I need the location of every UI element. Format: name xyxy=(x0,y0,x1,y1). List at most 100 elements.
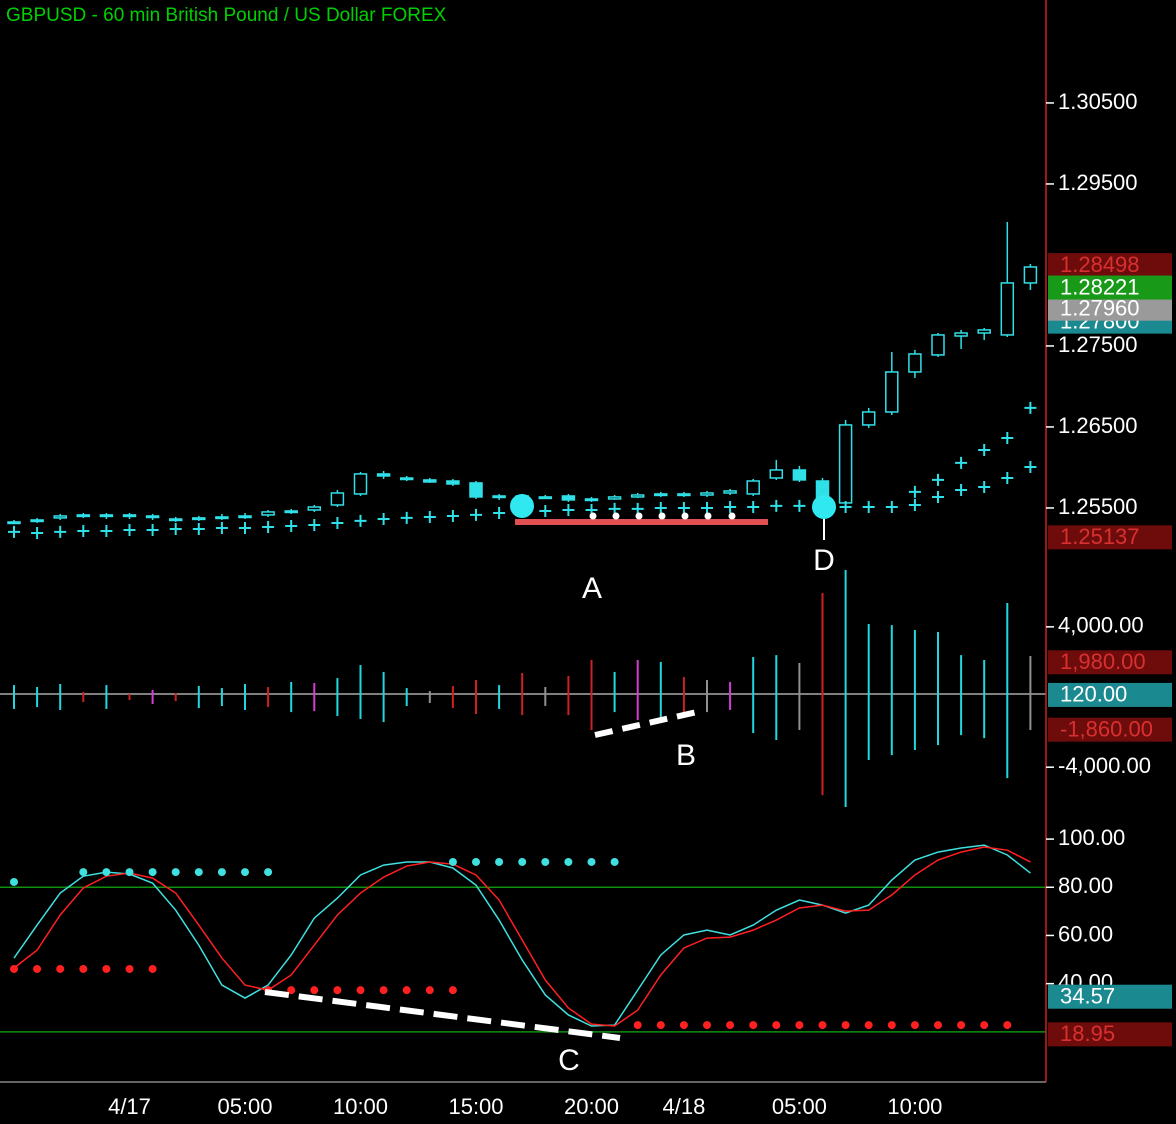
candle-body xyxy=(284,510,298,514)
level-dot xyxy=(887,1021,896,1030)
level-dot xyxy=(610,857,619,866)
candle-body xyxy=(99,514,114,518)
candle-body xyxy=(261,511,275,516)
y-tick-label: 60.00 xyxy=(1058,921,1113,946)
candle-body xyxy=(423,479,437,483)
x-tick-label: 10:00 xyxy=(887,1094,942,1119)
band-marker xyxy=(31,526,44,539)
level-dot xyxy=(79,964,88,973)
level-dot xyxy=(564,857,573,866)
band-marker xyxy=(470,508,482,521)
band-marker xyxy=(400,511,413,524)
x-tick-label: 4/18 xyxy=(662,1094,705,1119)
candle-body xyxy=(1000,282,1015,336)
level-dot xyxy=(587,857,596,866)
band-marker xyxy=(423,510,436,523)
candle-body xyxy=(885,371,899,413)
candle-body xyxy=(353,473,368,495)
candle-body xyxy=(7,521,21,525)
y-tick-label: -4,000.00 xyxy=(1058,753,1151,778)
price-marker-label: 1.25137 xyxy=(1060,524,1140,549)
candle-body xyxy=(769,469,784,479)
price-marker-label: 1.27960 xyxy=(1060,296,1140,321)
price-marker xyxy=(1048,682,1172,707)
price-marker xyxy=(1048,984,1172,1009)
level-dot xyxy=(125,868,134,877)
band-marker xyxy=(908,485,921,498)
level-dot xyxy=(679,1021,688,1030)
price-marker xyxy=(1048,253,1172,278)
candle-body xyxy=(215,516,229,520)
level-dot xyxy=(79,868,88,877)
level-dot xyxy=(749,1021,758,1030)
level-dot xyxy=(957,1021,966,1030)
candle-body xyxy=(1023,266,1038,284)
level-dot xyxy=(656,1021,665,1030)
band-marker xyxy=(793,499,806,512)
price-marker-label: 1.28498 xyxy=(1060,252,1140,277)
band-marker xyxy=(1001,471,1014,484)
y-tick-label: 4,000.00 xyxy=(1058,613,1144,638)
band-marker xyxy=(239,521,251,534)
y-tick-label: 1.27500 xyxy=(1058,332,1138,357)
level-dot xyxy=(194,868,203,877)
x-tick-label: 15:00 xyxy=(448,1094,503,1119)
candle-body xyxy=(677,493,691,497)
signal-circle xyxy=(510,494,534,518)
axis-labels: 1.305001.295001.275001.265001.255001.278… xyxy=(108,89,1172,1119)
level-dot xyxy=(1003,1021,1012,1030)
band-marker xyxy=(677,501,690,514)
band-marker xyxy=(885,500,898,513)
level-dot xyxy=(472,857,480,866)
candle-body xyxy=(307,506,322,511)
price-marker xyxy=(1048,717,1172,742)
candle-body xyxy=(330,492,345,506)
level-dot xyxy=(402,986,411,995)
band-marker xyxy=(54,525,67,538)
candle-body xyxy=(931,334,945,356)
y-tick-label: 80.00 xyxy=(1058,873,1113,898)
level-dot xyxy=(448,857,457,866)
level-dot xyxy=(448,986,457,995)
band-marker xyxy=(169,522,182,535)
band-marker xyxy=(331,516,344,529)
candle-body xyxy=(446,480,460,485)
band-marker xyxy=(146,523,159,536)
x-tick-label: 20:00 xyxy=(564,1094,619,1119)
band-marker xyxy=(654,501,667,514)
price-marker xyxy=(1048,1022,1172,1047)
annotation: C xyxy=(558,1044,580,1077)
annotation: D xyxy=(813,544,835,577)
band-marker xyxy=(978,443,991,456)
level-dot xyxy=(33,964,42,973)
band-marker xyxy=(262,520,275,533)
signal-dots xyxy=(589,512,736,520)
level-dot xyxy=(726,1021,735,1030)
band-marker xyxy=(955,456,968,469)
candle-body xyxy=(861,411,876,426)
candle-body xyxy=(53,515,67,519)
band-marker xyxy=(539,504,552,517)
level-dot xyxy=(241,868,249,877)
band-marker xyxy=(123,523,136,536)
band-marker xyxy=(446,509,459,522)
price-marker-label: 18.95 xyxy=(1060,1021,1115,1046)
candle-body xyxy=(630,494,645,498)
candle-body xyxy=(908,353,922,373)
level-dot xyxy=(102,868,111,877)
candle-body xyxy=(399,477,414,481)
candle-body xyxy=(561,495,576,501)
candle-body xyxy=(746,480,760,495)
level-dot xyxy=(518,857,527,866)
x-tick-label: 05:00 xyxy=(217,1094,272,1119)
x-tick-label: 10:00 xyxy=(333,1094,388,1119)
band-marker xyxy=(285,519,298,532)
candle-body xyxy=(954,332,968,337)
band-marker xyxy=(978,480,991,493)
y-tick-label: 1.29500 xyxy=(1058,170,1138,195)
price-marker-label: -1,860.00 xyxy=(1060,716,1153,741)
band-marker xyxy=(862,500,875,513)
level-dot xyxy=(541,857,550,866)
candle-body xyxy=(122,514,137,518)
